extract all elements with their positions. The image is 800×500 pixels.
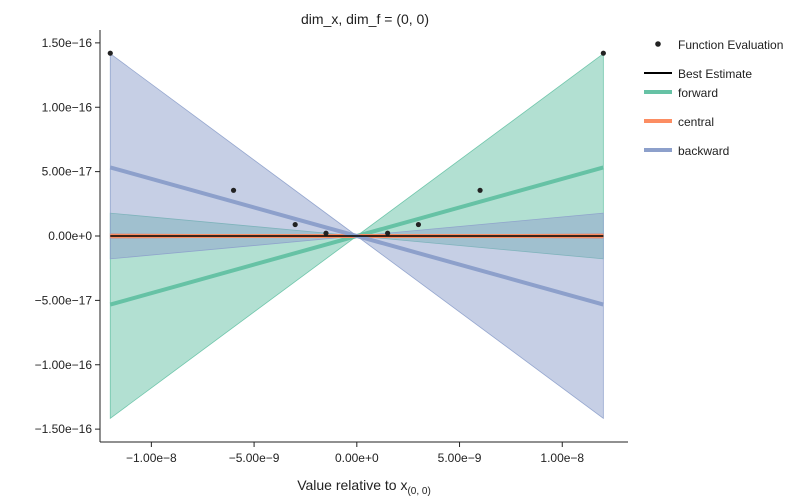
function-evaluation-point xyxy=(415,221,422,228)
x-tick-label: 0.00e+0 xyxy=(335,451,379,465)
x-ticks: −1.00e−8 −5.00e−9 0.00e+0 5.00e−9 1.00e−8 xyxy=(126,442,584,465)
x-tick-label: 1.00e−8 xyxy=(540,451,584,465)
function-evaluation-point xyxy=(385,230,391,236)
legend-function-evaluation-label: Function Evaluation xyxy=(678,38,783,52)
x-tick-label: −1.00e−8 xyxy=(126,451,177,465)
x-tick-label: 5.00e−9 xyxy=(438,451,482,465)
y-ticks: 1.50e−16 1.00e−16 5.00e−17 0.00e+0 −5.00e−17… xyxy=(35,36,100,436)
x-axis-title: Value relative to x(0, 0) xyxy=(297,477,431,497)
function-evaluation-point xyxy=(323,230,329,236)
function-evaluation-points xyxy=(107,50,606,236)
legend: Function Evaluation Best Estimate forward c… xyxy=(644,38,783,158)
legend-central-label: central xyxy=(678,115,714,129)
y-tick-label: −1.50e−16 xyxy=(35,422,93,436)
legend-forward-label: forward xyxy=(678,86,718,100)
y-tick-label: 0.00e+0 xyxy=(48,229,92,243)
function-evaluation-point xyxy=(292,221,298,228)
function-evaluation-point xyxy=(230,187,237,193)
y-tick-label: 5.00e−17 xyxy=(42,165,93,179)
y-tick-label: −5.00e−17 xyxy=(35,293,93,307)
function-evaluation-point xyxy=(477,187,483,193)
legend-best-estimate-label: Best Estimate xyxy=(678,67,752,81)
legend-function-evaluation-marker xyxy=(655,41,661,47)
estimate-lines xyxy=(109,165,604,307)
y-tick-label: 1.00e−16 xyxy=(42,100,93,114)
function-evaluation-point xyxy=(107,50,113,56)
chart-title: dim_x, dim_f = (0, 0) xyxy=(301,11,429,27)
y-tick-label: 1.50e−16 xyxy=(42,36,93,50)
x-tick-label: −5.00e−9 xyxy=(229,451,280,465)
x-axis-title-subscript: (0, 0) xyxy=(407,486,430,497)
legend-backward-label: backward xyxy=(678,144,729,158)
function-evaluation-point xyxy=(600,50,606,56)
y-tick-label: −1.00e−16 xyxy=(35,358,93,372)
x-axis-title-main: Value relative to x xyxy=(297,477,407,493)
